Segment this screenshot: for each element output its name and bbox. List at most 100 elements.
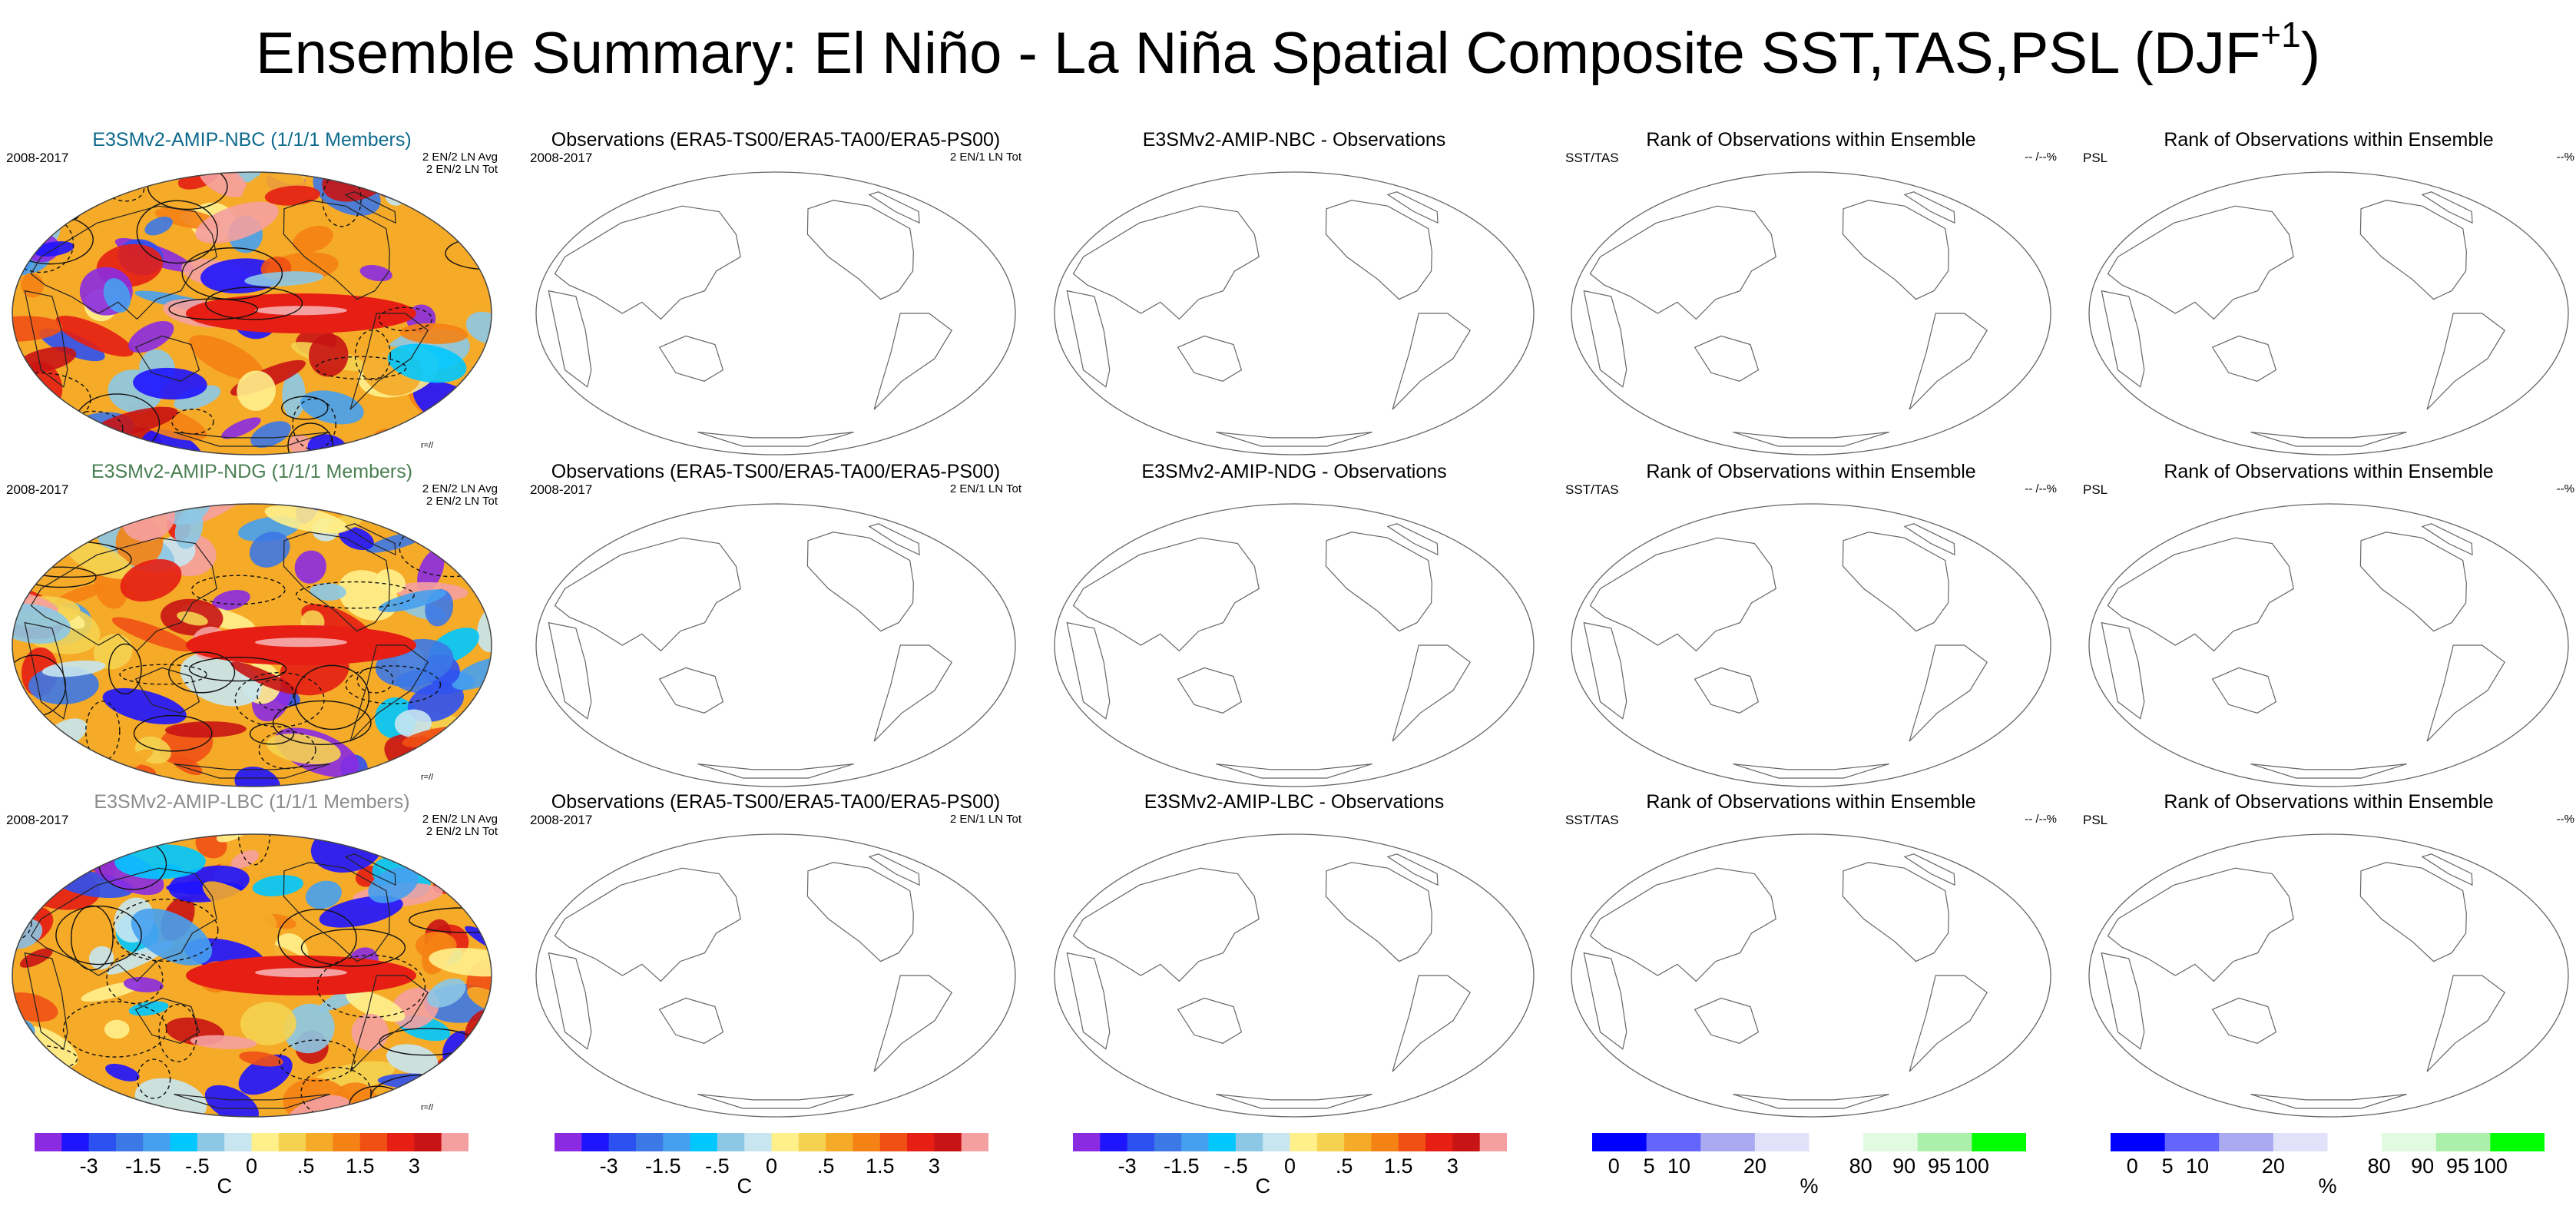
panel-r1-c3: E3SMv2-AMIP-NBC - Observations xyxy=(1048,129,1540,459)
continent-antarctica xyxy=(2250,432,2407,447)
total-count-label: 2 EN/2 LN Tot xyxy=(425,825,498,838)
continent-north-america xyxy=(2359,862,2467,962)
field-blob xyxy=(212,589,250,611)
panel-r3-c3: E3SMv2-AMIP-LBC - Observations xyxy=(1048,791,1540,1121)
colorbar-swatch xyxy=(1263,1133,1290,1151)
map xyxy=(1571,171,2051,455)
continent-antarctica xyxy=(1733,764,1889,779)
colorbar-swatch xyxy=(35,1133,62,1151)
colorbar-unit: C xyxy=(737,1174,752,1197)
psl-contour xyxy=(277,909,357,969)
field-blob xyxy=(378,589,446,612)
continent-greenland xyxy=(344,853,396,886)
colorbar-swatch xyxy=(61,1133,90,1151)
field-blob xyxy=(12,188,46,212)
variable-label: SST/TAS xyxy=(1565,482,1619,497)
colorbar-swatch xyxy=(387,1133,415,1151)
field-blob xyxy=(244,271,324,287)
colorbar-swatch xyxy=(934,1133,962,1151)
colorbar-tick-label: 0 xyxy=(1283,1154,1296,1178)
colorbar-swatch xyxy=(170,1133,198,1151)
colorbar-swatch xyxy=(1754,1133,1809,1151)
continent-south-america xyxy=(1392,975,1471,1072)
field-blob xyxy=(21,436,108,455)
field-blob xyxy=(19,948,53,968)
continent-africa xyxy=(1066,952,1111,1050)
colorbar-swatch xyxy=(1154,1133,1182,1151)
continent-north-america xyxy=(1842,862,1949,962)
continent-greenland xyxy=(2421,853,2473,886)
psl-contour xyxy=(51,1094,98,1117)
field-blob xyxy=(120,558,182,602)
continent-asia-europe xyxy=(30,537,217,652)
field-blob xyxy=(114,844,206,879)
field-blob xyxy=(104,1019,130,1039)
field-blob xyxy=(43,1105,67,1117)
field-blob xyxy=(250,421,291,448)
continent-greenland xyxy=(868,191,920,224)
field-blob xyxy=(106,504,144,523)
continent-australia xyxy=(2211,667,2277,714)
panel-r1-c2: Observations (ERA5-TS00/ERA5-TA00/ERA5-P… xyxy=(530,129,1021,459)
continent-greenland xyxy=(2421,191,2473,224)
field-blob xyxy=(310,583,346,601)
continent-south-america xyxy=(873,975,952,1072)
field-blob xyxy=(41,660,106,677)
field-blob xyxy=(391,1097,451,1117)
rank-percent-label: -- /--% xyxy=(2025,813,2057,826)
field-blob xyxy=(445,172,492,202)
panel-title: Rank of Observations within Ensemble xyxy=(2164,791,2494,813)
panel-r2-c4: Rank of Observations within Ensemble SST/… xyxy=(1565,461,2057,791)
map xyxy=(2088,503,2569,787)
continent-africa xyxy=(548,290,592,388)
field-blob xyxy=(394,709,432,738)
continent-south-america xyxy=(1392,313,1471,410)
colorbar-swatch xyxy=(1100,1133,1128,1151)
average-count-label: 2 EN/2 LN Avg xyxy=(422,813,498,826)
panel-r2-c3: E3SMv2-AMIP-NDG - Observations xyxy=(1048,461,1540,791)
field-blob xyxy=(465,311,492,345)
figure-title-superscript: +1 xyxy=(2260,15,2301,55)
continent-australia xyxy=(1177,335,1243,382)
colorbar-unit: C xyxy=(217,1174,232,1197)
panel-r2-c1: E3SMv2-AMIP-NDG (1/1/1 Members) 2008-2017… xyxy=(6,461,498,791)
psl-contour xyxy=(55,906,142,966)
field-blob xyxy=(174,508,204,549)
panel-r2-c5: Rank of Observations within Ensemble PSL -… xyxy=(2083,461,2574,791)
map-outline xyxy=(1054,171,1535,455)
colorbar-tick-label: -1.5 xyxy=(1163,1154,1200,1178)
continent-australia xyxy=(1694,997,1760,1044)
colorbar-swatch xyxy=(278,1133,306,1151)
map-outline xyxy=(2088,171,2569,455)
colorbar-tick-label: 90 xyxy=(2411,1154,2435,1178)
colorbar-tick-label: 80 xyxy=(1849,1154,1872,1178)
psl-contour xyxy=(281,396,329,420)
map-outline xyxy=(2088,833,2569,1118)
colorbar-swatch xyxy=(961,1133,988,1151)
continent-africa xyxy=(1066,290,1111,388)
panel-title: E3SMv2-AMIP-NDG - Observations xyxy=(1141,461,1447,482)
continent-antarctica xyxy=(697,1094,854,1109)
psl-contour xyxy=(356,667,394,694)
continent-australia xyxy=(658,667,724,714)
period-label: 2008-2017 xyxy=(6,813,69,827)
field-blob xyxy=(202,881,277,929)
colorbar-swatch xyxy=(2327,1133,2382,1151)
panel-title: Observations (ERA5-TS00/ERA5-TA00/ERA5-P… xyxy=(551,461,1001,482)
field-blob xyxy=(432,421,492,455)
continent-australia xyxy=(134,335,200,382)
field-blob xyxy=(102,687,187,725)
colorbar-swatch xyxy=(717,1133,745,1151)
warm-tongue-core xyxy=(255,306,347,316)
colorbar-tick-label: 90 xyxy=(1892,1154,1916,1178)
field-blob xyxy=(55,315,134,357)
psl-contour xyxy=(300,929,406,967)
map xyxy=(1054,171,1535,455)
figure-title-close: ) xyxy=(2300,21,2321,86)
correlation-tag: r=// xyxy=(421,773,434,782)
field-blob xyxy=(399,323,469,344)
rank-percent-label: --% xyxy=(2556,151,2574,164)
field-blob xyxy=(452,657,492,691)
field-blob xyxy=(266,734,341,764)
psl-contour xyxy=(108,643,142,695)
